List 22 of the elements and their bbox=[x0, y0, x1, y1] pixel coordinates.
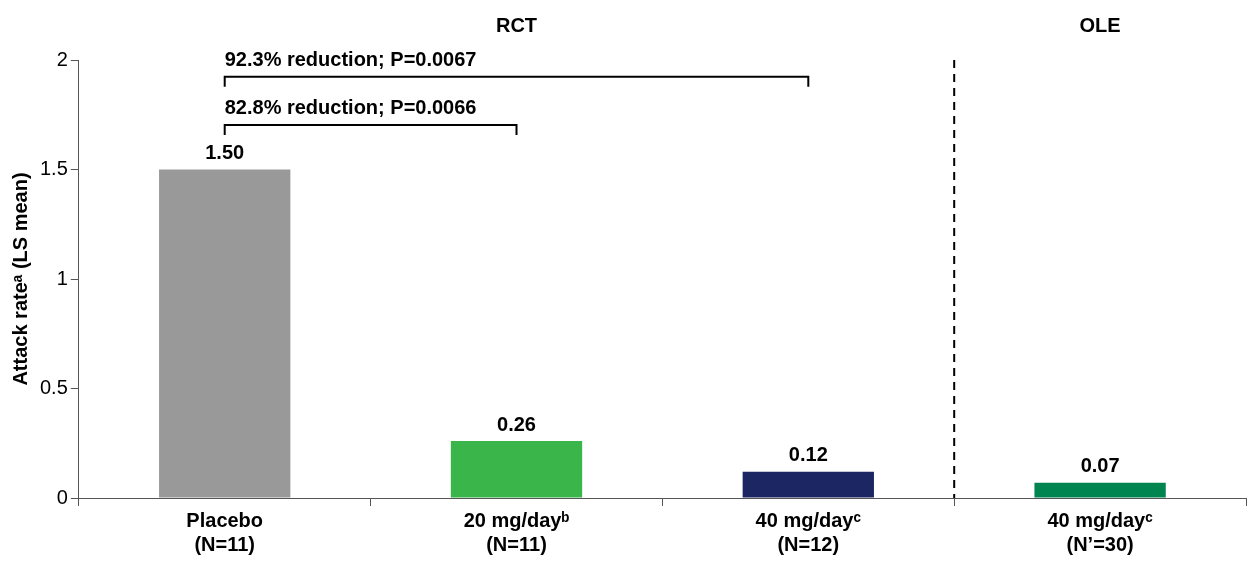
annotation: 82.8% reduction; P=0.0066 bbox=[224, 96, 477, 119]
y-axis-title: Attack rateᵃ (LS mean) bbox=[8, 172, 31, 386]
y-tick-label: 2 bbox=[56, 47, 68, 70]
x-tick-label: 20 mg/dayᵇ (N=11) bbox=[463, 508, 570, 555]
bar bbox=[159, 169, 291, 498]
data-label: 0.12 bbox=[788, 443, 828, 466]
bar bbox=[450, 441, 583, 498]
bar bbox=[742, 471, 874, 498]
annotation: 92.3% reduction; P=0.0067 bbox=[224, 48, 477, 71]
text: RCT bbox=[495, 13, 538, 36]
data-label: 0.26 bbox=[497, 412, 536, 435]
y-tick-label: 1 bbox=[56, 266, 68, 289]
x-tick-label: 40 mg/dayᶜ (N=12) bbox=[755, 508, 862, 555]
y-tick-label: 0 bbox=[56, 485, 68, 508]
bar bbox=[1034, 482, 1166, 498]
x-tick-label: Placebo (N=11) bbox=[186, 508, 264, 555]
text: OLE bbox=[1079, 13, 1121, 36]
data-label: 0.07 bbox=[1080, 454, 1120, 477]
data-label: 1.50 bbox=[205, 141, 245, 164]
y-tick-label: 1.5 bbox=[39, 157, 68, 180]
x-tick-label: 40 mg/dayᶜ (N’=30) bbox=[1047, 508, 1154, 555]
y-tick-label: 0.5 bbox=[39, 376, 68, 399]
